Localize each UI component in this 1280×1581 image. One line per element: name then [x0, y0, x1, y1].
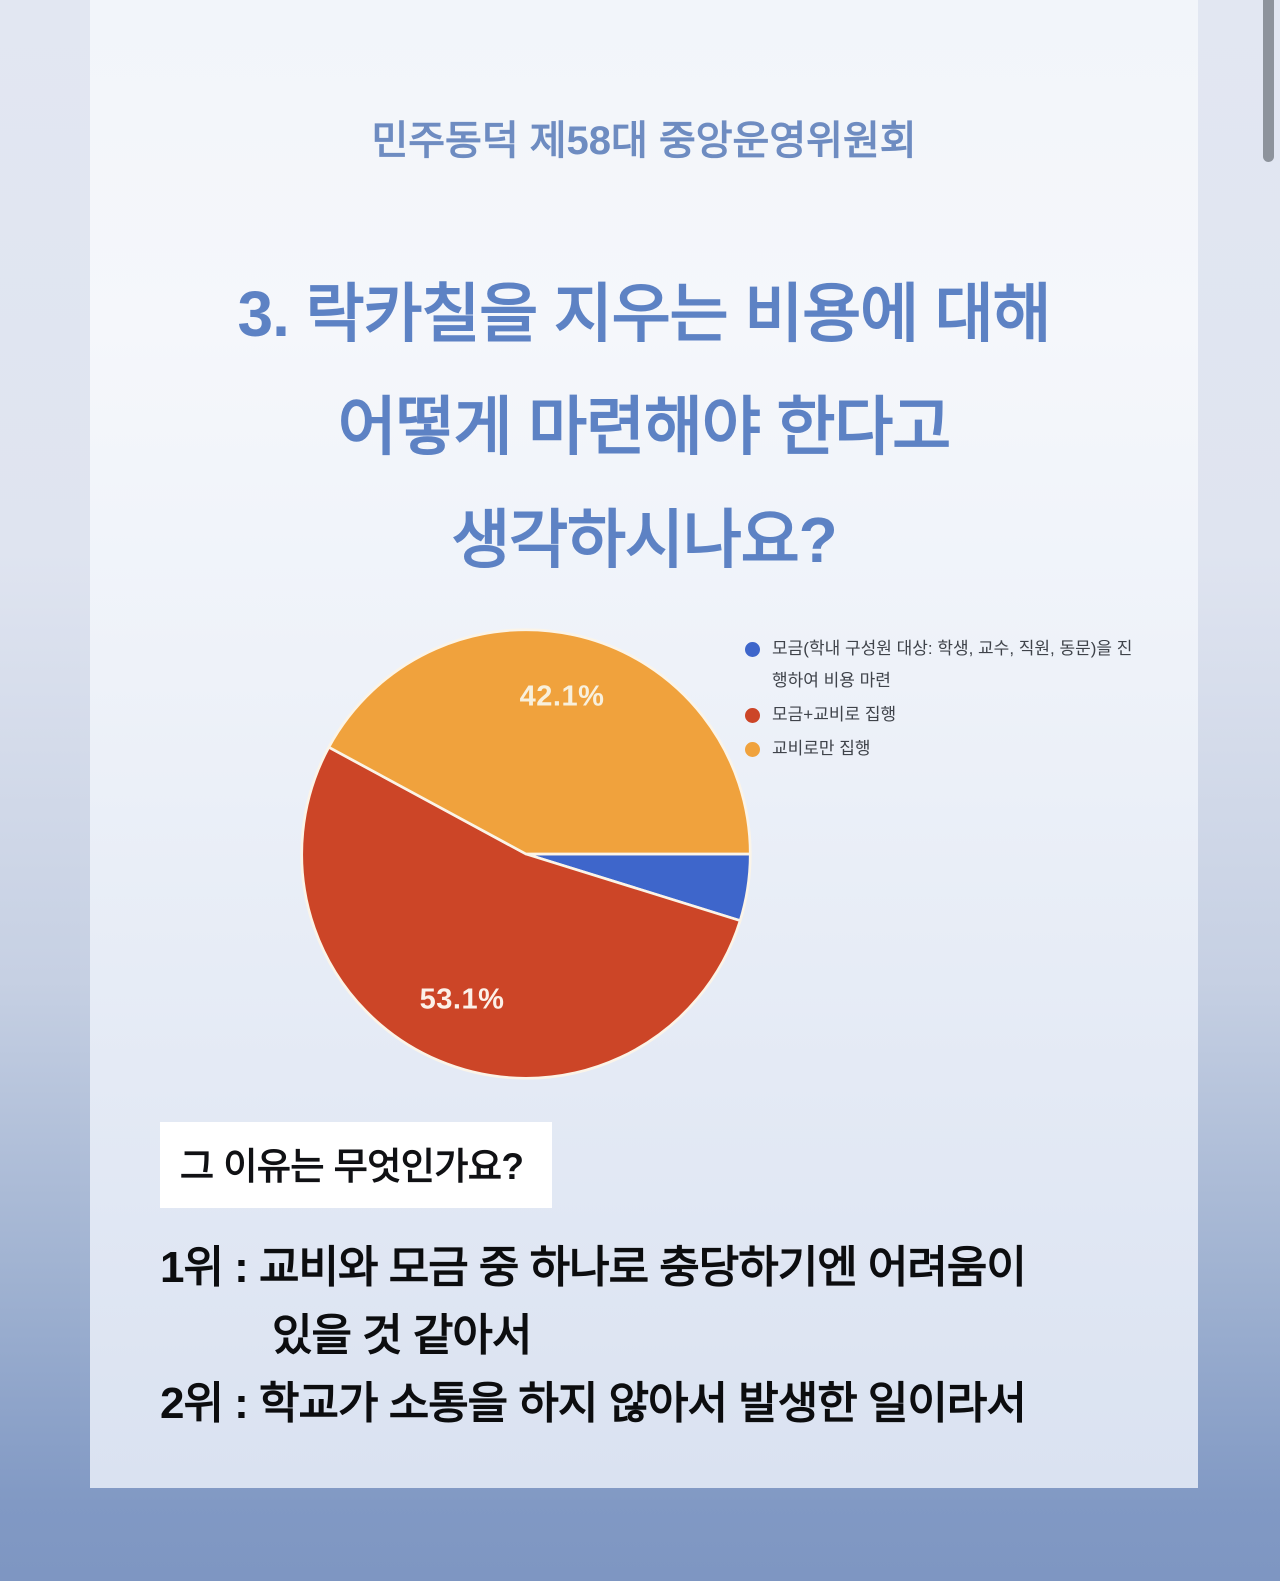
reason-question-highlight: 그 이유는 무엇인가요? — [160, 1122, 552, 1208]
pie-slice-label-red: 53.1% — [419, 983, 505, 1016]
survey-question-title: 3. 락카칠을 지우는 비용에 대해 어떻게 마련해야 한다고 생각하시나요? — [90, 258, 1198, 597]
legend-item-fees-only: 교비로만 집행 — [745, 733, 1143, 765]
legend-label: 모금+교비로 집행 — [772, 705, 897, 724]
legend-item-funding-plus-fees: 모금+교비로 집행 — [745, 699, 1143, 731]
content-card: 민주동덕 제58대 중앙운영위원회 3. 락카칠을 지우는 비용에 대해 어떻게… — [90, 0, 1198, 1488]
pie-chart-svg — [300, 628, 752, 1080]
title-line-1: 3. 락카칠을 지우는 비용에 대해 — [237, 278, 1051, 350]
pie-slice-2 — [327, 628, 752, 856]
org-header-title: 민주동덕 제58대 중앙운영위원회 — [371, 119, 917, 163]
pie-slice-label-orange: 42.1% — [519, 680, 605, 713]
legend-item-funding: 모금(학내 구성원 대상: 학생, 교수, 직원, 동문)을 진행하여 비용 마… — [745, 633, 1143, 697]
rank-1-line-1: 1위 : 교비와 모금 중 하나로 충당하기엔 어려움이 — [160, 1243, 1027, 1292]
legend-dot-blue-icon — [745, 642, 760, 657]
chart-legend: 모금(학내 구성원 대상: 학생, 교수, 직원, 동문)을 진행하여 비용 마… — [745, 633, 1143, 767]
title-line-2: 어떻게 마련해야 한다고 — [337, 391, 951, 463]
pie-slice-1 — [300, 745, 742, 1080]
legend-dot-red-icon — [745, 708, 760, 723]
legend-dot-orange-icon — [745, 742, 760, 757]
title-line-3: 생각하시나요? — [451, 504, 837, 576]
rank-2-line: 2위 : 학교가 소통을 하지 않아서 발생한 일이라서 — [160, 1379, 1027, 1428]
reason-question-label: 그 이유는 무엇인가요? — [180, 1146, 524, 1187]
reason-ranking-list: 1위 : 교비와 모금 중 하나로 충당하기엔 어려움이 있을 것 같아서 2위… — [160, 1234, 1170, 1438]
legend-label: 모금(학내 구성원 대상: 학생, 교수, 직원, 동문)을 진행하여 비용 마… — [772, 639, 1133, 690]
rank-1-line-2: 있을 것 같아서 — [272, 1311, 532, 1360]
legend-label: 교비로만 집행 — [772, 739, 871, 758]
pie-chart: 42.1% 53.1% — [295, 623, 757, 1085]
scrollbar-thumb[interactable] — [1263, 0, 1274, 162]
